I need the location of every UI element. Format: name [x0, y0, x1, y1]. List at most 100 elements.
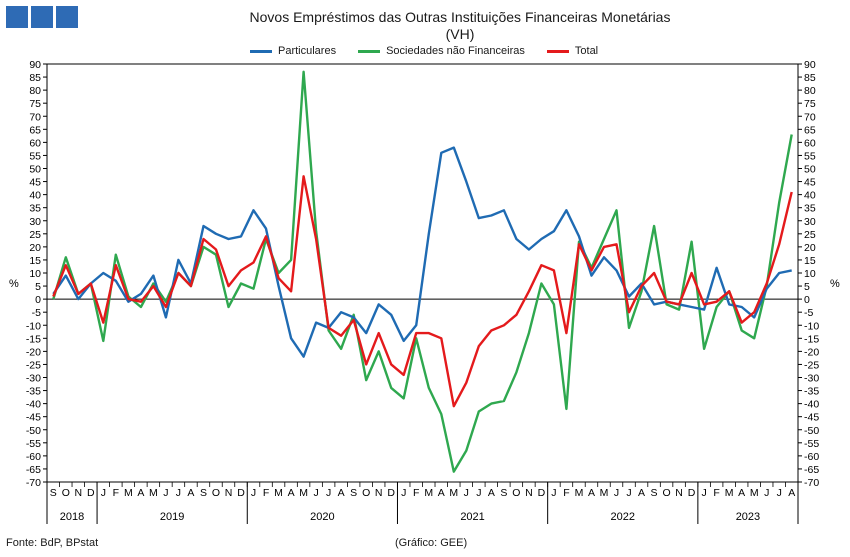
x-month-label: A [588, 487, 595, 499]
y-tick-label-right: -65 [804, 464, 819, 476]
y-tick-label-left: -15 [26, 333, 41, 345]
y-tick-label-left: 45 [29, 177, 41, 189]
chart-subtitle: (VH) [445, 26, 475, 42]
x-month-label: M [750, 487, 759, 499]
x-month-label: M [575, 487, 584, 499]
x-month-label: M [274, 487, 283, 499]
y-tick-label-left: -65 [26, 464, 41, 476]
x-month-label: J [614, 487, 619, 499]
legend-item-sociedades: Sociedades não Financeiras [358, 45, 525, 57]
y-tick-label-right: 10 [804, 268, 816, 280]
x-month-label: A [137, 487, 144, 499]
y-tick-label-left: 70 [29, 111, 41, 123]
y-tick-label-left: 60 [29, 137, 41, 149]
y-tick-label-left: 90 [29, 59, 41, 71]
y-tick-label-right: -70 [804, 477, 819, 489]
x-year-label: 2020 [310, 511, 334, 523]
y-tick-label-right: 25 [804, 229, 816, 241]
x-month-label: D [87, 487, 95, 499]
legend-swatch-sociedades [358, 49, 381, 53]
y-tick-label-right: 60 [804, 137, 816, 149]
legend-item-particulares: Particulares [250, 45, 336, 57]
logo-square-1 [6, 6, 28, 28]
x-month-label: M [149, 487, 158, 499]
x-month-label: J [626, 487, 631, 499]
credit-note: (Gráfico: GEE) [395, 537, 468, 549]
x-month-label: J [464, 487, 469, 499]
y-tick-label-right: -60 [804, 451, 819, 463]
y-tick-label-right: 45 [804, 177, 816, 189]
x-month-label: M [299, 487, 308, 499]
x-month-label: M [725, 487, 734, 499]
y-tick-label-right: 50 [804, 164, 816, 176]
x-month-label: S [350, 487, 357, 499]
x-year-label: 2019 [160, 511, 184, 523]
source-note: Fonte: BdP, BPstat [6, 537, 99, 549]
legend-item-total: Total [546, 45, 598, 57]
x-year-label: 2018 [60, 511, 84, 523]
x-month-label: A [488, 487, 495, 499]
logo-square-2 [31, 6, 53, 28]
y-tick-label-left: 20 [29, 242, 41, 254]
x-month-label: S [651, 487, 658, 499]
x-month-label: J [764, 487, 769, 499]
y-tick-label-left: -50 [26, 425, 41, 437]
x-month-label: O [212, 487, 220, 499]
x-month-label: F [113, 487, 119, 499]
y-tick-label-right: -10 [804, 320, 819, 332]
x-month-label: M [124, 487, 133, 499]
y-tick-label-left: -40 [26, 399, 41, 411]
x-year-label: 2022 [611, 511, 635, 523]
x-month-label: N [675, 487, 683, 499]
x-month-label: A [438, 487, 445, 499]
x-month-label: J [101, 487, 106, 499]
legend-label-sociedades: Sociedades não Financeiras [386, 45, 525, 57]
x-month-label: D [237, 487, 245, 499]
x-month-label: J [551, 487, 556, 499]
y-tick-label-left: 80 [29, 85, 41, 97]
y-tick-label-right: -20 [804, 346, 819, 358]
y-tick-label-left: -35 [26, 386, 41, 398]
x-month-label: D [538, 487, 546, 499]
x-month-label: J [326, 487, 331, 499]
x-month-label: J [476, 487, 481, 499]
y-tick-label-right: 65 [804, 124, 816, 136]
y-tick-label-left: 85 [29, 72, 41, 84]
x-month-label: F [713, 487, 719, 499]
x-month-label: A [788, 487, 795, 499]
y-tick-label-left: 55 [29, 150, 41, 162]
y-tick-label-right: 35 [804, 203, 816, 215]
y-tick-label-right: -15 [804, 333, 819, 345]
y-tick-label-right: 5 [804, 281, 810, 293]
x-month-label: S [500, 487, 507, 499]
y-tick-label-left: 65 [29, 124, 41, 136]
x-month-label: F [263, 487, 269, 499]
y-tick-label-left: 40 [29, 190, 41, 202]
x-month-label: J [702, 487, 707, 499]
y-tick-label-left: 35 [29, 203, 41, 215]
x-month-label: N [74, 487, 82, 499]
legend-label-particulares: Particulares [278, 45, 337, 57]
y-tick-label-left: 75 [29, 98, 41, 110]
x-month-label: A [288, 487, 295, 499]
y-tick-label-right: 30 [804, 216, 816, 228]
y-tick-label-left: -30 [26, 373, 41, 385]
x-month-label: N [375, 487, 383, 499]
x-month-label: M [424, 487, 433, 499]
y-tick-label-right: -30 [804, 373, 819, 385]
x-month-label: S [50, 487, 57, 499]
y-tick-label-right: 75 [804, 98, 816, 110]
x-month-label: F [563, 487, 569, 499]
y-tick-label-left: -20 [26, 346, 41, 358]
x-month-label: S [200, 487, 207, 499]
y-tick-label-right: 20 [804, 242, 816, 254]
x-month-label: J [777, 487, 782, 499]
legend-swatch-particulares [250, 49, 272, 53]
x-month-label: A [338, 487, 345, 499]
legend: Particulares Sociedades não Financeiras … [250, 44, 598, 58]
logo-square-3 [56, 6, 78, 28]
y-tick-label-left: -5 [32, 307, 41, 319]
y-tick-label-right: -45 [804, 412, 819, 424]
x-month-label: O [62, 487, 70, 499]
